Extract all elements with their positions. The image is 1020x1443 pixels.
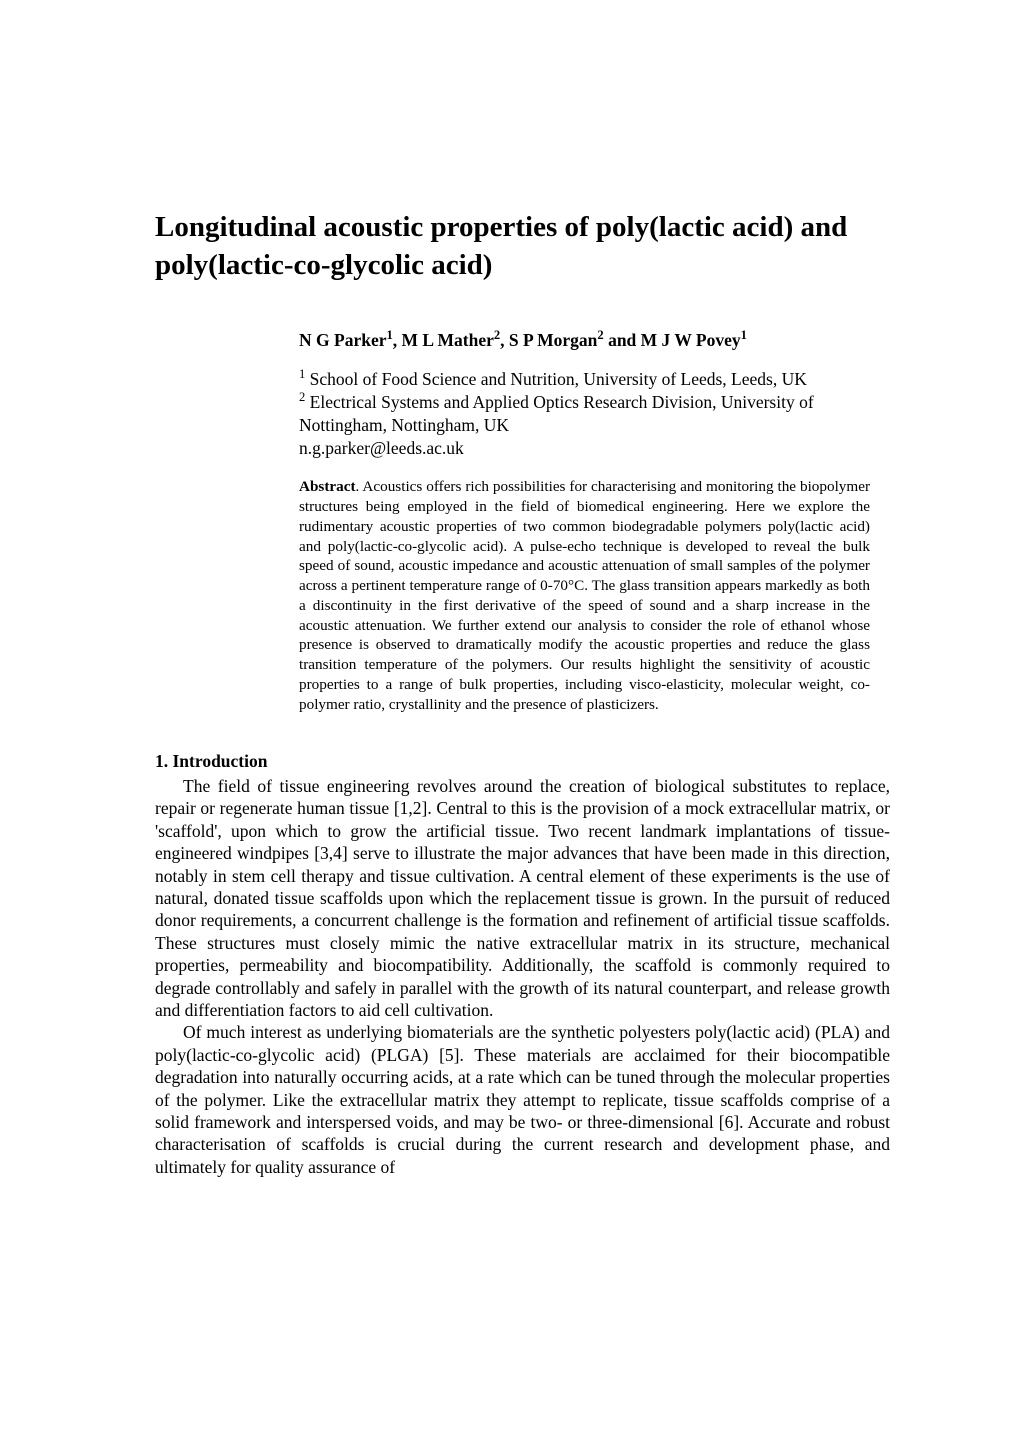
- paper-page: Longitudinal acoustic properties of poly…: [0, 0, 1020, 1443]
- paper-title: Longitudinal acoustic properties of poly…: [155, 209, 890, 284]
- affiliations: 1 School of Food Science and Nutrition, …: [299, 368, 870, 459]
- authors-affiliations-abstract-block: N G Parker1, M L Mather2, S P Morgan2 an…: [299, 329, 870, 715]
- body-paragraph-2: Of much interest as underlying biomateri…: [155, 1021, 890, 1178]
- authors-line: N G Parker1, M L Mather2, S P Morgan2 an…: [299, 329, 870, 353]
- body-paragraph-1: The field of tissue engineering revolves…: [155, 775, 890, 1021]
- abstract-text: . Acoustics offers rich possibilities fo…: [299, 478, 870, 712]
- section-heading-introduction: 1. Introduction: [155, 750, 890, 774]
- abstract-label: Abstract: [299, 478, 356, 495]
- abstract: Abstract. Acoustics offers rich possibil…: [299, 477, 870, 714]
